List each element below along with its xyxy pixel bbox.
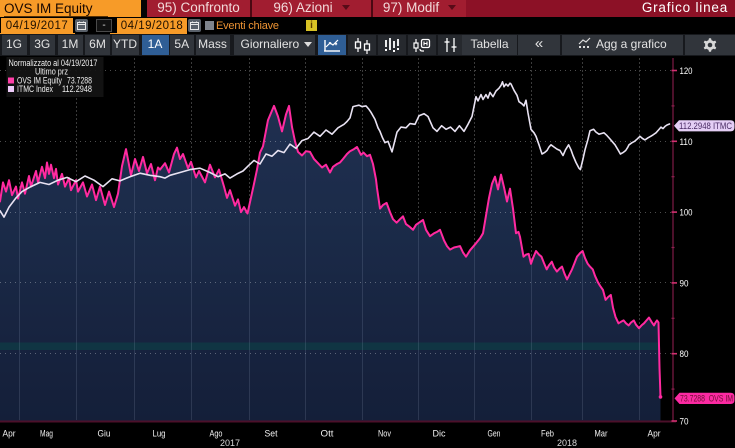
svg-text:Apr: Apr	[3, 429, 16, 439]
svg-text:Lug: Lug	[153, 429, 166, 439]
svg-text:90: 90	[680, 278, 689, 289]
svg-text:112.2948 ITMC: 112.2948 ITMC	[679, 121, 732, 131]
svg-text:Gen: Gen	[488, 429, 501, 439]
svg-text:Mar: Mar	[595, 429, 608, 439]
svg-text:Nov: Nov	[378, 429, 391, 439]
svg-text:Apr: Apr	[648, 429, 661, 439]
svg-text:ITMC Index: ITMC Index	[17, 84, 53, 94]
svg-text:Ultimo prz: Ultimo prz	[35, 67, 68, 77]
svg-text:120: 120	[680, 66, 693, 77]
svg-text:OVS IM Equity: OVS IM Equity	[17, 75, 62, 85]
svg-text:112.2948: 112.2948	[62, 84, 92, 94]
svg-text:73.7288 OVS IM: 73.7288 OVS IM	[680, 393, 733, 403]
svg-text:Mag: Mag	[40, 429, 53, 439]
svg-text:Ott: Ott	[321, 429, 335, 439]
svg-text:73.7288: 73.7288	[67, 75, 92, 85]
svg-text:Feb: Feb	[541, 429, 554, 439]
svg-text:110: 110	[680, 137, 693, 148]
svg-text:80: 80	[680, 349, 689, 360]
svg-text:70: 70	[680, 417, 689, 428]
svg-text:Normalizzato al 04/19/2017: Normalizzato al 04/19/2017	[9, 58, 98, 68]
svg-text:Set: Set	[265, 429, 278, 439]
svg-text:Dic: Dic	[433, 429, 446, 439]
svg-text:100: 100	[680, 208, 693, 219]
svg-text:2018: 2018	[557, 438, 577, 448]
svg-text:2017: 2017	[220, 438, 240, 448]
svg-text:Ago: Ago	[210, 429, 223, 439]
svg-text:Giu: Giu	[98, 429, 111, 439]
